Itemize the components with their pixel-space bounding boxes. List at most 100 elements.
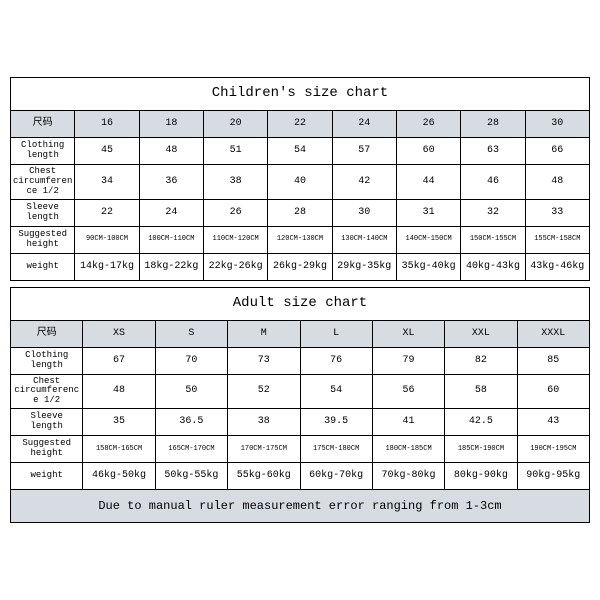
row-label: Clothing length xyxy=(11,347,83,374)
cell: 90CM-100CM xyxy=(75,226,139,253)
size-col: S xyxy=(155,320,227,347)
note: Due to manual ruler measurement error ra… xyxy=(11,490,590,523)
cell: 22kg-26kg xyxy=(203,253,267,280)
cell: 60kg-70kg xyxy=(300,463,372,490)
cell: 52 xyxy=(228,374,300,409)
table-row: weight46kg-50kg50kg-55kg55kg-60kg60kg-70… xyxy=(11,463,590,490)
table-row: Sleeve length3536.53839.54142.543 xyxy=(11,409,590,436)
cell: 36.5 xyxy=(155,409,227,436)
cell: 158CM-165CM xyxy=(83,436,155,463)
cell: 82 xyxy=(445,347,517,374)
cell: 29kg-35kg xyxy=(332,253,396,280)
cell: 42 xyxy=(332,164,396,199)
adult-table: Adult size chart 尺码 XS S M L XL XXL XXXL… xyxy=(10,287,590,524)
table-row: Clothing length67707376798285 xyxy=(11,347,590,374)
cell: 50 xyxy=(155,374,227,409)
size-col: 18 xyxy=(139,110,203,137)
row-label: Suggested height xyxy=(11,436,83,463)
cell: 130CM-140CM xyxy=(332,226,396,253)
row-label: Suggested height xyxy=(11,226,75,253)
size-col: 26 xyxy=(396,110,460,137)
children-title: Children's size chart xyxy=(11,77,590,110)
size-col: L xyxy=(300,320,372,347)
row-label: Chest circumference 1/2 xyxy=(11,374,83,409)
cell: 46 xyxy=(461,164,525,199)
cell: 44 xyxy=(396,164,460,199)
cell: 40kg-43kg xyxy=(461,253,525,280)
cell: 180CM-185CM xyxy=(372,436,444,463)
cell: 32 xyxy=(461,199,525,226)
size-col: 20 xyxy=(203,110,267,137)
cell: 110CM-120CM xyxy=(203,226,267,253)
cell: 70 xyxy=(155,347,227,374)
cell: 28 xyxy=(268,199,332,226)
cell: 48 xyxy=(525,164,589,199)
cell: 58 xyxy=(445,374,517,409)
children-header-row: 尺码 16 18 20 22 24 26 28 30 xyxy=(11,110,590,137)
cell: 51 xyxy=(203,137,267,164)
cell: 33 xyxy=(525,199,589,226)
adult-title: Adult size chart xyxy=(11,287,590,320)
size-col: 22 xyxy=(268,110,332,137)
size-col: XXXL xyxy=(517,320,589,347)
table-row: Clothing length4548515457606366 xyxy=(11,137,590,164)
cell: 42.5 xyxy=(445,409,517,436)
cell: 30 xyxy=(332,199,396,226)
size-col: 24 xyxy=(332,110,396,137)
cell: 50kg-55kg xyxy=(155,463,227,490)
cell: 79 xyxy=(372,347,444,374)
cell: 63 xyxy=(461,137,525,164)
size-col: XL xyxy=(372,320,444,347)
cell: 54 xyxy=(268,137,332,164)
size-col: XS xyxy=(83,320,155,347)
size-col: 30 xyxy=(525,110,589,137)
row-header: 尺码 xyxy=(11,110,75,137)
adult-header-row: 尺码 XS S M L XL XXL XXXL xyxy=(11,320,590,347)
table-row: weight14kg-17kg18kg-22kg22kg-26kg26kg-29… xyxy=(11,253,590,280)
cell: 190CM-195CM xyxy=(517,436,589,463)
cell: 60 xyxy=(396,137,460,164)
row-label: Sleeve length xyxy=(11,199,75,226)
cell: 48 xyxy=(83,374,155,409)
cell: 54 xyxy=(300,374,372,409)
cell: 24 xyxy=(139,199,203,226)
cell: 34 xyxy=(75,164,139,199)
cell: 22 xyxy=(75,199,139,226)
cell: 46kg-50kg xyxy=(83,463,155,490)
cell: 100CM-110CM xyxy=(139,226,203,253)
cell: 165CM-170CM xyxy=(155,436,227,463)
cell: 57 xyxy=(332,137,396,164)
row-label: Clothing length xyxy=(11,137,75,164)
size-charts: Children's size chart 尺码 16 18 20 22 24 … xyxy=(0,77,600,523)
cell: 76 xyxy=(300,347,372,374)
cell: 155CM-158CM xyxy=(525,226,589,253)
cell: 175CM-180CM xyxy=(300,436,372,463)
row-header: 尺码 xyxy=(11,320,83,347)
size-col: 16 xyxy=(75,110,139,137)
cell: 45 xyxy=(75,137,139,164)
cell: 26kg-29kg xyxy=(268,253,332,280)
cell: 56 xyxy=(372,374,444,409)
cell: 40 xyxy=(268,164,332,199)
cell: 36 xyxy=(139,164,203,199)
cell: 38 xyxy=(228,409,300,436)
table-row: Chest circumference 1/23436384042444648 xyxy=(11,164,590,199)
cell: 70kg-80kg xyxy=(372,463,444,490)
table-row: Suggested height158CM-165CM165CM-170CM17… xyxy=(11,436,590,463)
cell: 67 xyxy=(83,347,155,374)
cell: 120CM-130CM xyxy=(268,226,332,253)
size-col: XXL xyxy=(445,320,517,347)
cell: 38 xyxy=(203,164,267,199)
table-row: Suggested height90CM-100CM100CM-110CM110… xyxy=(11,226,590,253)
cell: 35 xyxy=(83,409,155,436)
cell: 14kg-17kg xyxy=(75,253,139,280)
cell: 80kg-90kg xyxy=(445,463,517,490)
size-col: M xyxy=(228,320,300,347)
cell: 150CM-155CM xyxy=(461,226,525,253)
cell: 170CM-175CM xyxy=(228,436,300,463)
cell: 85 xyxy=(517,347,589,374)
cell: 43 xyxy=(517,409,589,436)
cell: 18kg-22kg xyxy=(139,253,203,280)
row-label: weight xyxy=(11,253,75,280)
row-label: Chest circumference 1/2 xyxy=(11,164,75,199)
